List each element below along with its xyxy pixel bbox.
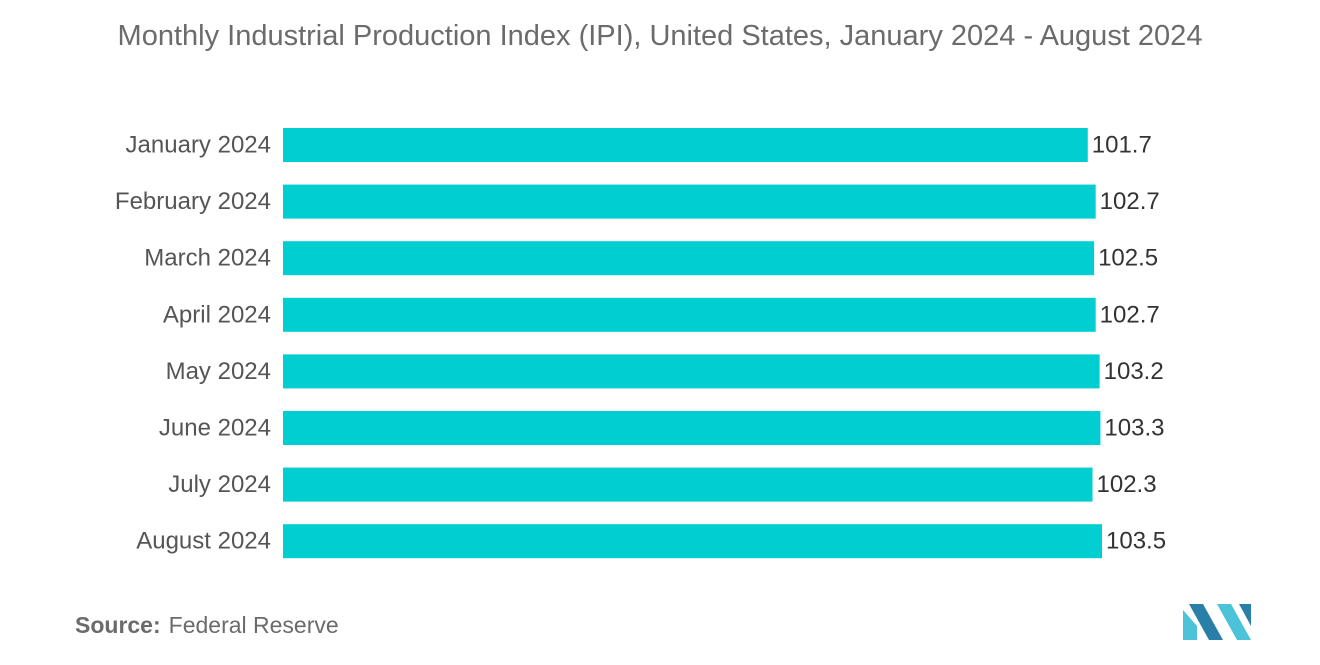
source-label: Source: — [75, 612, 161, 638]
logo-shape-left — [1183, 610, 1197, 640]
bar-april-2024 — [283, 297, 1096, 332]
source-note: Source: Federal Reserve — [75, 612, 339, 639]
value-label: 103.5 — [1106, 528, 1166, 555]
value-label: 102.5 — [1098, 245, 1158, 272]
value-label: 102.7 — [1100, 301, 1160, 328]
category-label: March 2024 — [144, 245, 271, 272]
value-label: 102.3 — [1097, 471, 1157, 498]
bar-june-2024 — [283, 411, 1101, 445]
category-label: June 2024 — [159, 415, 271, 442]
bar-march-2024 — [283, 241, 1095, 276]
category-label: February 2024 — [115, 188, 271, 215]
value-label: 103.3 — [1104, 415, 1164, 442]
category-label: July 2024 — [168, 471, 271, 498]
category-label: May 2024 — [166, 358, 271, 385]
value-label: 103.2 — [1104, 358, 1164, 385]
bar-january-2024 — [283, 128, 1088, 162]
bar-august-2024 — [283, 524, 1102, 559]
logo-shape-post — [1239, 604, 1251, 626]
category-label: August 2024 — [136, 528, 271, 555]
category-label: January 2024 — [126, 132, 271, 159]
mordor-logo-icon — [1183, 604, 1251, 640]
logo-shape-middle — [1189, 604, 1223, 640]
category-label: April 2024 — [163, 301, 271, 328]
logo-shape-right — [1217, 604, 1251, 640]
source-value: Federal Reserve — [168, 612, 339, 638]
chart-title: Monthly Industrial Production Index (IPI… — [117, 20, 1203, 52]
bar-may-2024 — [283, 354, 1100, 389]
value-label: 102.7 — [1100, 188, 1160, 215]
bar-february-2024 — [283, 184, 1096, 219]
bar-july-2024 — [283, 467, 1093, 502]
value-label: 101.7 — [1092, 132, 1152, 159]
